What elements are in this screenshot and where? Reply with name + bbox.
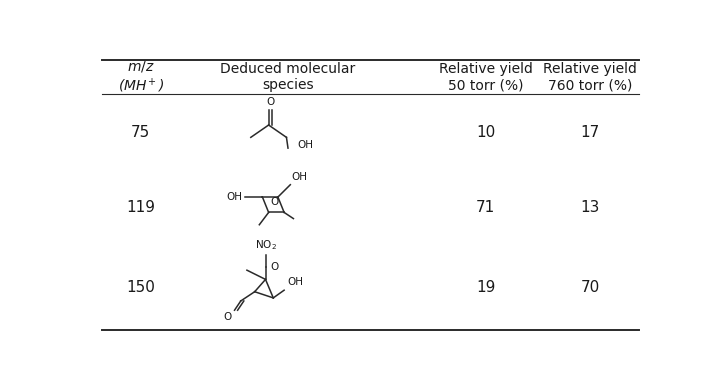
Text: 119: 119 (127, 200, 155, 215)
Text: $m/z$
(MH$^+$): $m/z$ (MH$^+$) (118, 59, 164, 95)
Text: 17: 17 (581, 125, 600, 140)
Text: 70: 70 (581, 280, 600, 295)
Text: OH: OH (226, 192, 242, 202)
Text: 75: 75 (131, 125, 150, 140)
Text: OH: OH (287, 277, 303, 287)
Text: Relative yield
50 torr (%): Relative yield 50 torr (%) (439, 62, 533, 92)
Text: O: O (270, 262, 278, 272)
Text: O: O (270, 197, 279, 207)
Text: O: O (266, 96, 274, 107)
Text: 13: 13 (581, 200, 600, 215)
Text: OH: OH (297, 140, 313, 150)
Text: 19: 19 (476, 280, 495, 295)
Text: Relative yield
760 torr (%): Relative yield 760 torr (%) (543, 62, 637, 92)
Text: 150: 150 (127, 280, 155, 295)
Text: NO$_2$: NO$_2$ (254, 238, 276, 252)
Text: O: O (223, 312, 231, 322)
Text: OH: OH (292, 171, 308, 182)
Text: 10: 10 (476, 125, 495, 140)
Text: Deduced molecular
species: Deduced molecular species (221, 62, 356, 92)
Text: 71: 71 (476, 200, 495, 215)
